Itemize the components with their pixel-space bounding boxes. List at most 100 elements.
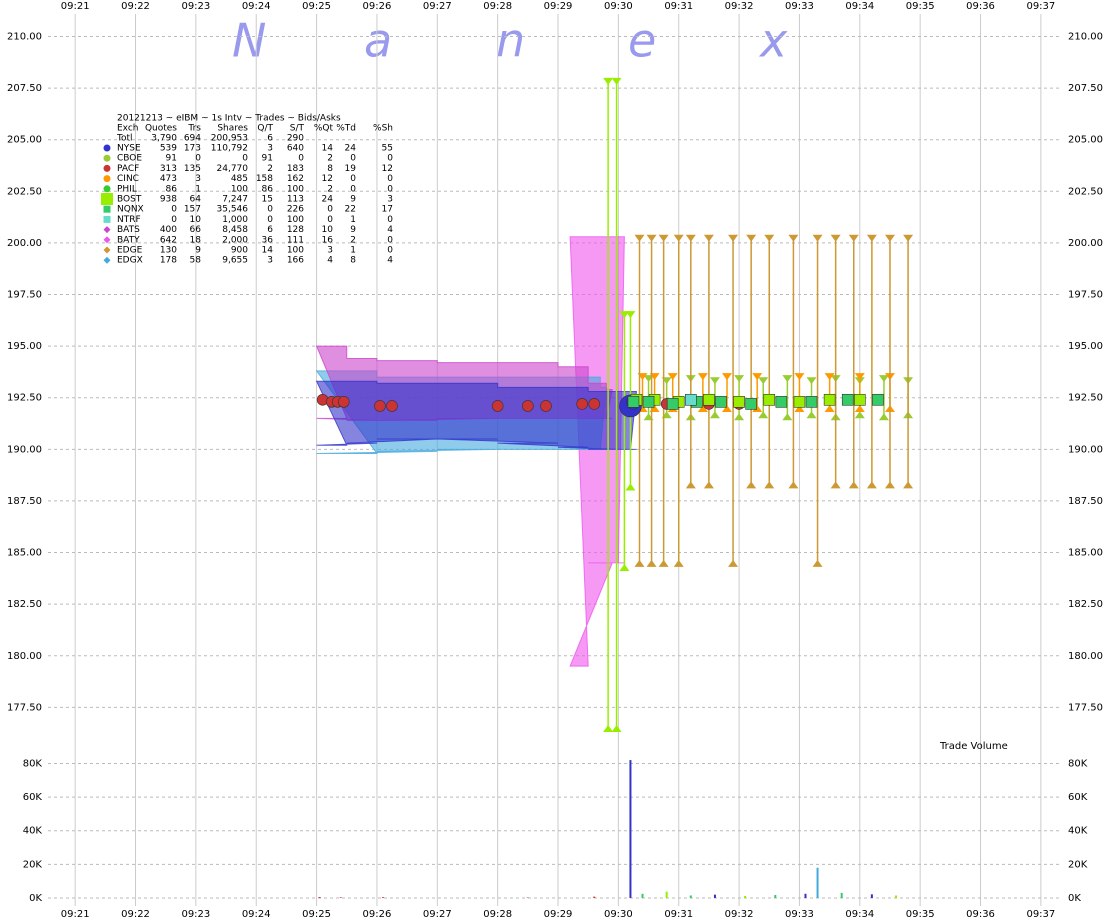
- table-cell: 938: [160, 195, 177, 205]
- watermark-letter: n: [496, 14, 525, 68]
- legend-name: NTRF: [117, 215, 141, 225]
- table-cell: 10: [322, 225, 334, 235]
- bid-marker: [878, 413, 889, 421]
- watermark-letter: N: [232, 14, 266, 68]
- table-cell: 12: [382, 164, 393, 174]
- legend-marker: [103, 164, 111, 172]
- trade-marker: [386, 400, 398, 412]
- ask-marker: [709, 377, 720, 385]
- ask-marker: [884, 234, 895, 242]
- table-header: %Qt: [314, 124, 334, 134]
- trade-marker: [627, 396, 640, 408]
- ask-marker: [611, 77, 622, 85]
- volume-bar: [629, 760, 632, 898]
- bid-marker: [812, 559, 823, 567]
- y-tick-label: 205.00: [7, 135, 42, 146]
- table-header: %Sh: [373, 124, 393, 134]
- table-cell: 2: [350, 235, 356, 245]
- table-cell: 173: [184, 144, 201, 154]
- table-cell: 24: [322, 195, 334, 205]
- table-cell: 0: [387, 154, 393, 164]
- x-tick-label: 09:37: [1026, 1, 1055, 12]
- table-cell: 55: [382, 144, 393, 154]
- table-cell: 2: [327, 154, 333, 164]
- ask-marker: [746, 234, 757, 242]
- y-tick-label: 207.50: [7, 83, 42, 94]
- table-total: Totl: [116, 134, 133, 144]
- ask-marker: [806, 377, 817, 385]
- legend-name: BOST: [117, 195, 142, 205]
- trade-marker: [793, 396, 806, 408]
- table-cell: 473: [160, 174, 177, 184]
- table-cell: 91: [166, 154, 177, 164]
- table-cell: 8: [350, 256, 356, 266]
- legend-marker: [103, 144, 111, 152]
- x-tick-label: 09:23: [181, 1, 210, 12]
- table-cell: 0: [387, 174, 393, 184]
- table-cell: 400: [160, 225, 177, 235]
- volume-bar: [381, 897, 384, 898]
- table-header: Shares: [217, 124, 248, 134]
- table-cell: 130: [160, 246, 177, 256]
- legend-table: 20121213 ~ eIBM ~ 1s Intv ~ Trades ~ Bid…: [101, 114, 393, 266]
- volume-bar: [744, 895, 747, 898]
- watermark-letter: a: [364, 14, 392, 68]
- trade-marker: [491, 400, 504, 412]
- table-header: Quotes: [145, 124, 177, 134]
- volume-bar: [689, 895, 692, 898]
- table-header: Exch: [117, 124, 139, 134]
- legend-name: PHIL: [117, 184, 137, 194]
- table-cell: 86: [166, 184, 178, 194]
- x-tick-label: 09:24: [242, 909, 271, 920]
- table-cell: 8,458: [222, 225, 248, 235]
- table-cell: 0: [327, 215, 333, 225]
- legend-marker: [103, 205, 111, 213]
- y-tick-label: 192.50: [1068, 393, 1103, 404]
- legend-name: CINC: [117, 174, 139, 184]
- trade-marker: [805, 396, 818, 408]
- bid-marker: [734, 413, 745, 421]
- x-tick-label: 09:31: [664, 909, 693, 920]
- bid-marker: [646, 559, 657, 567]
- ask-marker: [722, 373, 733, 381]
- table-cell: 19: [345, 164, 357, 174]
- y-tick-label: 80K: [23, 758, 43, 769]
- trade-marker: [703, 393, 715, 406]
- bid-marker: [848, 481, 859, 489]
- x-tick-label: 09:31: [664, 1, 693, 12]
- table-cell: 24: [345, 144, 357, 154]
- y-tick-label: 40K: [23, 826, 43, 837]
- volume-bar: [526, 897, 529, 898]
- table-cell: 0: [327, 205, 333, 215]
- legend-marker: [103, 256, 111, 264]
- y-tick-label: 195.00: [1068, 341, 1103, 352]
- table-cell: 14: [322, 144, 334, 154]
- table-cell: 58: [190, 256, 202, 266]
- y-tick-label: 0K: [1068, 893, 1081, 904]
- legend-name: BATY: [117, 235, 140, 245]
- ask-marker: [903, 234, 914, 242]
- trade-marker: [823, 393, 836, 406]
- x-tick-label: 09:28: [483, 1, 512, 12]
- x-tick-label: 09:36: [966, 909, 995, 920]
- volume-bar: [804, 893, 807, 898]
- table-cell: 1: [195, 184, 201, 194]
- y-tick-label: 182.50: [7, 599, 42, 610]
- table-total: 6: [267, 134, 273, 144]
- bid-marker: [619, 563, 630, 571]
- table-cell: 36: [262, 235, 274, 245]
- legend-marker: [101, 193, 113, 205]
- trade-marker: [745, 398, 757, 410]
- table-cell: 0: [350, 184, 356, 194]
- table-cell: 642: [160, 235, 177, 245]
- x-tick-label: 09:28: [483, 909, 512, 920]
- bid-marker: [697, 405, 708, 413]
- ask-marker: [854, 373, 865, 381]
- ask-marker: [625, 311, 636, 319]
- trade-marker: [763, 393, 776, 406]
- y-tick-label: 40K: [1068, 826, 1088, 837]
- legend-marker: [103, 236, 111, 244]
- y-tick-label: 210.00: [1068, 31, 1103, 42]
- y-tick-label: 197.50: [1068, 290, 1103, 301]
- volume-bar: [318, 896, 321, 898]
